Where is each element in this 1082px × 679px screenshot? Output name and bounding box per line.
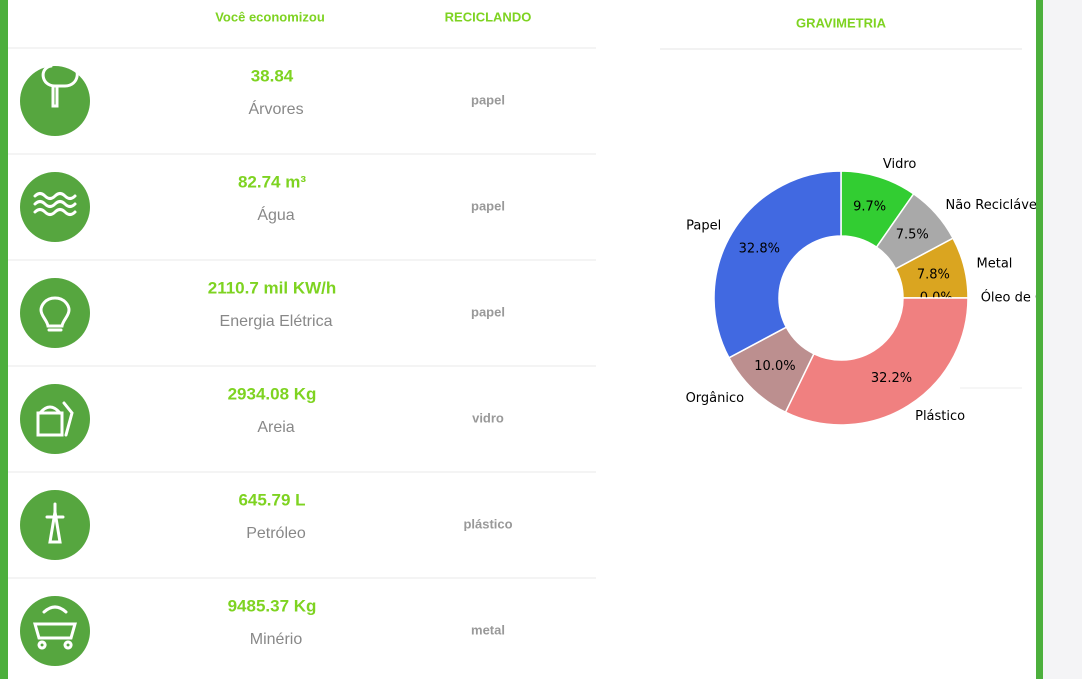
material: vidro (472, 410, 504, 425)
material: metal (471, 622, 505, 637)
material: plástico (463, 516, 512, 531)
value-label: 32.8% (739, 241, 780, 256)
saved-value: 82.74 m³ (238, 172, 306, 191)
category-label: Metal (977, 257, 1013, 272)
saved-label: Água (257, 205, 294, 224)
saved-label: Energia Elétrica (220, 313, 333, 330)
material: papel (471, 92, 505, 107)
chart-title: GRAVIMETRIA (796, 15, 887, 30)
table: Você economizou RECICLANDO 38.84 Árvores pap… (8, 9, 596, 666)
saved-value: 2110.7 mil KW/h (208, 278, 337, 297)
saved-label: Areia (257, 419, 294, 436)
value-label: 9.7% (853, 200, 886, 215)
column-header: Você economizou (215, 9, 325, 24)
row-icon (20, 490, 90, 560)
row-icon (20, 384, 90, 454)
category-label: Vidro (883, 157, 917, 172)
row-icon (20, 278, 90, 348)
icon-glyph (36, 401, 74, 437)
saved-label: Minério (250, 631, 303, 648)
saved-value: 645.79 L (238, 490, 305, 509)
category-label: Papel (686, 219, 721, 234)
saved-label: Árvores (248, 99, 303, 118)
row-icon (20, 172, 90, 242)
panel (0, 0, 1043, 679)
value-label: 32.2% (871, 371, 912, 386)
icon-glyph (41, 57, 79, 108)
saved-value: 9485.37 Kg (228, 596, 317, 615)
material: papel (471, 304, 505, 319)
saved-value: 38.84 (251, 66, 294, 85)
category-label: Orgânico (686, 391, 745, 406)
saved-value: 2934.08 Kg (228, 384, 317, 403)
icon-glyph (33, 605, 77, 650)
wedge (784, 297, 969, 426)
category-label: Não Reciclável (945, 198, 1040, 213)
row-icon (20, 66, 90, 136)
value-label: 7.5% (896, 227, 929, 242)
chart: GRAVIMETRIA Vidro 9.7% Não Reciclável 7.5% M… (660, 15, 1082, 426)
column-header: RECICLANDO (445, 9, 532, 24)
icon-glyph (39, 296, 71, 332)
icon-glyph (45, 502, 65, 544)
category-label: Óleo de Cozinha (981, 290, 1082, 306)
value-label: 10.0% (754, 359, 795, 374)
material: papel (471, 198, 505, 213)
value-label: 7.8% (917, 267, 950, 282)
row-icon (20, 596, 90, 666)
wedge (713, 170, 842, 359)
category-label: Plástico (915, 409, 965, 424)
saved-label: Petróleo (246, 525, 306, 542)
icon-glyph (33, 192, 77, 216)
